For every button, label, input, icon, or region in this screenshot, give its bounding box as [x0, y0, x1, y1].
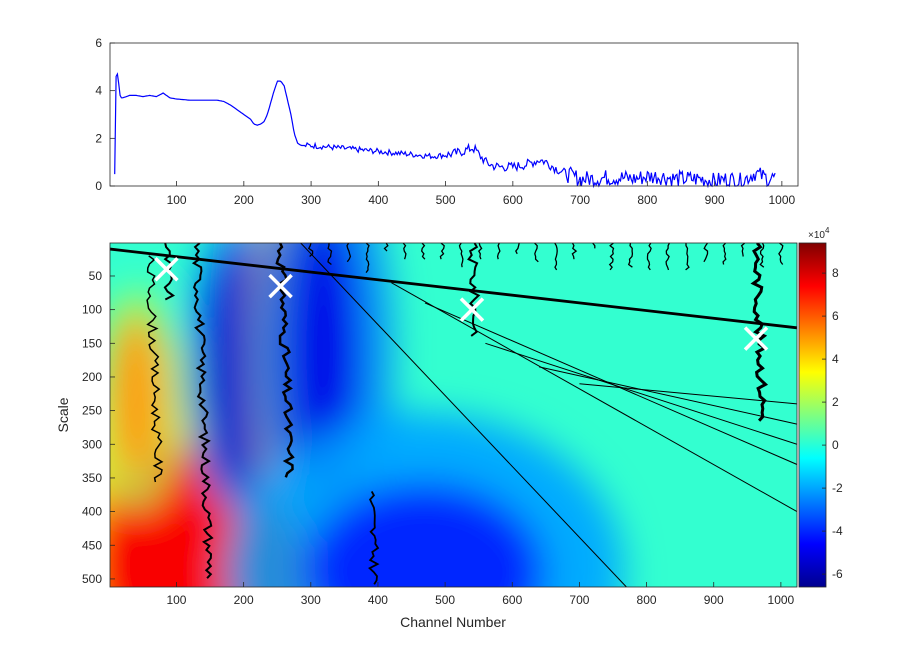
peak-marker [154, 257, 179, 282]
scalogram-x-tick-label: 800 [637, 593, 657, 607]
spectrum-y-tick-label: 4 [95, 84, 102, 98]
ridge-curve [515, 243, 520, 255]
colorbar: -6 -4 -2 0 2 4 6 8 ×104 [798, 226, 843, 588]
scalogram-x-ticks: 100 200 300 400 500 600 700 800 900 1000 [166, 582, 795, 607]
colorbar-tick-label: 2 [832, 395, 839, 409]
ridge-curve [368, 490, 380, 585]
scalogram-y-tick-label: 200 [82, 370, 102, 384]
ridge-curve [685, 243, 690, 271]
scalogram-x-tick-label: 100 [166, 593, 186, 607]
ridge-curve [539, 366, 797, 425]
ridge-curve [579, 383, 797, 405]
scalogram-x-tick-label: 200 [234, 593, 254, 607]
ridge-curve [346, 243, 352, 263]
ridge-curve [191, 243, 214, 579]
ridge-curve [740, 243, 746, 257]
ridge-curve [146, 255, 164, 483]
peak-marker [743, 326, 769, 351]
ridge-curve [307, 243, 314, 257]
ridge-curve [592, 243, 596, 249]
peak-markers [154, 257, 769, 351]
heatmap-feature-pos-lobe-upper-left [110, 312, 165, 483]
ridge-curve [496, 243, 501, 260]
colorbar-tick-label: 4 [832, 352, 839, 366]
colorbar-tick-label: 0 [832, 438, 839, 452]
ridge-curve [665, 243, 670, 271]
ridge-curve [554, 243, 558, 271]
spectrum-x-tick-label: 600 [503, 193, 523, 207]
ridge-curve [485, 342, 797, 445]
ridge-curve [703, 243, 709, 263]
ridge-curve [300, 243, 627, 587]
colorbar-tick-label: 6 [832, 309, 839, 323]
spectrum-x-tick-label: 300 [301, 193, 321, 207]
scalogram-y-tick-label: 300 [82, 437, 102, 451]
scalogram-y-tick-label: 450 [82, 538, 102, 552]
ridge-fit-line [110, 247, 797, 330]
ridge-curve [608, 243, 615, 271]
ridge-lines [110, 243, 797, 587]
ridge-curve [383, 243, 389, 252]
scalogram-plot: 100 200 300 400 500 600 700 800 900 1000 50 100 150… [55, 242, 798, 630]
ridge-curve [534, 243, 539, 263]
spectrum-x-tick-label: 1000 [769, 193, 796, 207]
ridge-curve [759, 243, 765, 268]
spectrum-x-tick-label: 400 [368, 193, 388, 207]
spectrum-y-tick-label: 2 [95, 131, 102, 145]
spectrum-x-tick-label: 200 [234, 193, 254, 207]
colorbar-ticks: -6 -4 -2 0 2 4 6 8 [822, 266, 843, 581]
spectrum-x-tick-label: 800 [637, 193, 657, 207]
y-axis-label: Scale [55, 397, 71, 432]
spectrum-x-tick-label: 500 [436, 193, 456, 207]
x-axis-label: Channel Number [400, 614, 506, 630]
ridge-curve [439, 243, 445, 260]
spectrum-x-tick-label: 900 [705, 193, 725, 207]
peak-marker [268, 273, 293, 299]
scalogram-y-tick-label: 350 [82, 471, 102, 485]
scalogram-x-tick-label: 700 [569, 593, 589, 607]
scalogram-y-tick-label: 500 [82, 572, 102, 586]
scalogram-y-tick-label: 250 [82, 404, 102, 418]
ridge-curve [646, 243, 652, 271]
colorbar-tick-label: -6 [832, 567, 843, 581]
spectrum-x-ticks: 100 200 300 400 500 600 700 800 900 1000 [167, 181, 796, 207]
ridge-curve [391, 282, 797, 513]
scalogram-x-tick-label: 400 [368, 593, 388, 607]
scalogram-y-tick-label: 400 [82, 505, 102, 519]
colorbar-exponent: ×104 [808, 226, 830, 241]
spectrum-plot: 100 200 300 400 500 600 700 800 900 1000 0 2 4 6 [95, 36, 799, 207]
scalogram-y-ticks: 50 100 150 200 250 300 350 400 450 500 [82, 269, 115, 586]
spectrum-series-line [114, 72, 776, 189]
ridge-curve [627, 243, 634, 268]
peak-marker [459, 297, 485, 322]
scalogram-y-tick-label: 150 [82, 336, 102, 350]
ridge-curve [365, 243, 370, 273]
scalogram-x-tick-label: 900 [704, 593, 724, 607]
ridge-curve [458, 243, 464, 268]
ridge-curve [421, 243, 426, 260]
scalogram-y-tick-label: 100 [82, 303, 102, 317]
ridge-curve [477, 243, 483, 260]
spectrum-x-tick-label: 100 [167, 193, 187, 207]
ridge-curve [571, 243, 578, 260]
ridge-curve [750, 243, 769, 422]
scalogram-x-tick-label: 600 [502, 593, 522, 607]
scalogram-x-tick-label: 500 [435, 593, 455, 607]
ridge-curve [327, 243, 333, 266]
spectrum-y-tick-label: 6 [95, 36, 102, 50]
scalogram-y-tick-label: 50 [89, 269, 103, 283]
scalogram-x-tick-label: 1000 [768, 593, 795, 607]
colorbar-tick-label: -4 [832, 524, 843, 538]
colorbar-tick-label: -2 [832, 481, 843, 495]
colorbar-tick-label: 8 [832, 266, 839, 280]
spectrum-y-tick-label: 0 [95, 179, 102, 193]
ridge-curve [402, 243, 407, 260]
heatmap-feature-neg-lobe-bottom [304, 482, 545, 587]
scalogram-x-tick-label: 300 [301, 593, 321, 607]
spectrum-x-tick-label: 700 [570, 193, 590, 207]
ridge-curve [722, 243, 727, 265]
ridge-curve [778, 243, 784, 265]
